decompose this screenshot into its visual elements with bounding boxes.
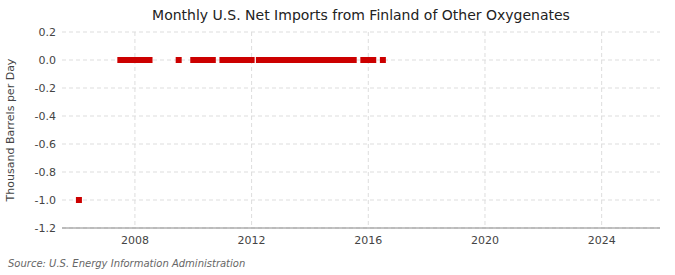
x-grid-line: [484, 32, 485, 228]
x-grid-line: [601, 32, 602, 228]
y-grid-line: [62, 144, 660, 145]
points: [76, 57, 386, 203]
x-tick-label: 2016: [354, 234, 382, 247]
x-tick-label: 2008: [121, 234, 149, 247]
y-tick-label: -1.0: [35, 194, 56, 207]
y-tick-label: -0.6: [35, 138, 56, 151]
y-tick-label: -0.4: [35, 110, 56, 123]
y-grid-line: [62, 32, 660, 33]
y-tick-label: -1.2: [35, 222, 56, 235]
point: [249, 57, 255, 63]
title: Monthly U.S. Net Imports from Finland of…: [152, 7, 570, 23]
point: [380, 57, 386, 63]
point: [176, 57, 182, 63]
y-grid-line: [62, 228, 660, 229]
x-tick-label: 2024: [588, 234, 616, 247]
y-grid-line: [62, 88, 660, 89]
y-tick-label: 0.0: [39, 54, 57, 67]
y-grid-line: [62, 200, 660, 201]
chart-svg: Monthly U.S. Net Imports from Finland of…: [0, 0, 675, 275]
y-tick-label: -0.8: [35, 166, 56, 179]
y-grid-line: [62, 116, 660, 117]
point: [351, 57, 357, 63]
y-tick-label: 0.2: [39, 26, 57, 39]
source-note: Source: U.S. Energy Information Administ…: [8, 258, 245, 269]
chart-container: Monthly U.S. Net Imports from Finland of…: [0, 0, 675, 275]
point: [76, 197, 82, 203]
x-tick-label: 2012: [238, 234, 266, 247]
y-grid-line: [62, 172, 660, 173]
y-axis: 0.2 0.0 -0.2 -0.4 -0.6 -0.8 -1.0 -1.2 Thousand B…: [4, 26, 56, 235]
x-tick-label: 2020: [471, 234, 499, 247]
x-axis: 2008 2012 2016 2020 2024: [62, 228, 660, 247]
point: [210, 57, 216, 63]
y-tick-label: -0.2: [35, 82, 56, 95]
point: [147, 57, 153, 63]
y-axis-label: Thousand Barrels per Day: [4, 58, 17, 202]
x-axis-line: [62, 228, 660, 229]
grid: [62, 32, 660, 228]
point: [370, 57, 376, 63]
